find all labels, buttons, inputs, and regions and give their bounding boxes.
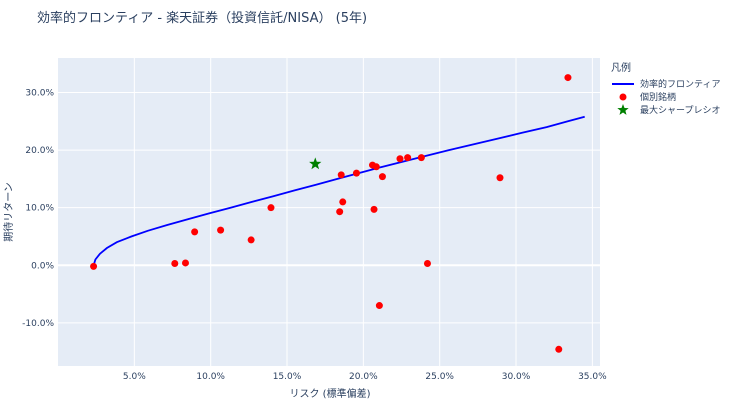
stock-point[interactable] — [417, 154, 425, 162]
frontier-layer — [92, 115, 585, 266]
stock-point[interactable] — [267, 204, 275, 212]
stock-point[interactable] — [396, 155, 404, 163]
x-tick-label: 15.0% — [273, 372, 302, 382]
legend-label-stocks: 個別銘柄 — [640, 91, 676, 103]
stock-point[interactable] — [352, 169, 360, 177]
x-tick-label: 30.0% — [502, 372, 531, 382]
x-tick-label: 20.0% — [349, 372, 378, 382]
stock-point[interactable] — [171, 260, 179, 268]
x-axis-title: リスク (標準偏差) — [290, 387, 371, 400]
legend: 凡例 効率的フロンティア 個別銘柄 最大シャープレシオ — [611, 61, 720, 116]
stock-point[interactable] — [378, 173, 386, 181]
plot-area — [58, 58, 600, 366]
stock-points-layer — [90, 74, 572, 353]
x-tick-label: 10.0% — [196, 372, 225, 382]
stock-point[interactable] — [336, 208, 344, 216]
x-tick-label: 5.0% — [123, 372, 146, 382]
stock-point[interactable] — [423, 260, 431, 268]
stock-point[interactable] — [496, 174, 504, 182]
y-tick-label: 0.0% — [31, 261, 54, 271]
x-tick-labels: 5.0% 10.0% 15.0% 20.0% 25.0% 30.0% 35.0% — [123, 372, 607, 382]
stock-point[interactable] — [181, 259, 189, 267]
stock-point[interactable] — [339, 198, 347, 206]
legend-dot-swatch — [619, 93, 627, 101]
y-axis-title: 期待リターン — [2, 182, 15, 242]
stock-point[interactable] — [564, 74, 572, 82]
stock-point[interactable] — [375, 302, 383, 310]
max-sharpe-star[interactable] — [309, 157, 322, 170]
y-tick-label: 30.0% — [25, 89, 54, 99]
efficient-frontier-line — [92, 115, 585, 266]
grid-lines — [58, 58, 600, 366]
legend-label-frontier: 効率的フロンティア — [640, 78, 720, 90]
x-tick-label: 35.0% — [578, 372, 607, 382]
stock-point[interactable] — [337, 171, 345, 179]
stock-point[interactable] — [370, 205, 378, 213]
legend-item-frontier[interactable]: 効率的フロンティア — [612, 78, 720, 90]
stock-point[interactable] — [372, 163, 380, 171]
stock-point[interactable] — [247, 236, 255, 244]
y-tick-labels: -10.0% 0.0% 10.0% 20.0% 30.0% — [22, 89, 54, 329]
max-sharpe-layer — [309, 157, 322, 170]
stock-point[interactable] — [191, 228, 199, 236]
stock-point[interactable] — [555, 345, 563, 353]
y-tick-label: 20.0% — [25, 146, 54, 156]
y-tick-label: -10.0% — [22, 319, 54, 329]
legend-title: 凡例 — [611, 61, 631, 74]
stock-point[interactable] — [404, 154, 412, 162]
stock-point[interactable] — [217, 226, 225, 234]
x-tick-label: 25.0% — [425, 372, 454, 382]
legend-item-stocks[interactable]: 個別銘柄 — [619, 91, 677, 103]
legend-label-max-sharpe: 最大シャープレシオ — [640, 104, 720, 116]
y-tick-label: 10.0% — [25, 204, 54, 214]
legend-item-max-sharpe[interactable]: 最大シャープレシオ — [617, 104, 720, 116]
stock-point[interactable] — [90, 262, 98, 270]
chart-title: 効率的フロンティア - 楽天証券（投資信託/NISA） (5年) — [37, 10, 367, 26]
legend-star-swatch — [617, 104, 629, 115]
